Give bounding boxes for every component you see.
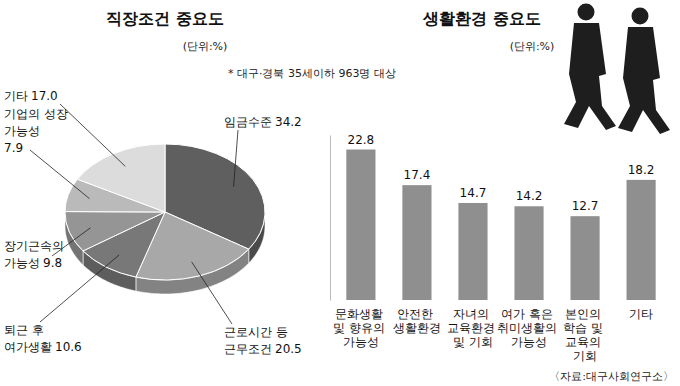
data-label: 14.2	[516, 189, 543, 203]
label-line: 및 향유의	[333, 321, 389, 335]
label-line: 가능성	[4, 124, 40, 138]
x-tick: 여가 혹은 취미생활의 가능성	[497, 307, 561, 349]
label-line: 학습 및	[563, 321, 607, 335]
x-tick-label: 문화생활 및 향유의 가능성	[333, 307, 389, 349]
data-label: 34.2	[275, 115, 302, 129]
illustration	[564, 4, 670, 135]
x-tick: 문화생활 및 향유의 가능성	[333, 307, 389, 349]
label-line: 본인의	[565, 307, 605, 321]
x-tick: 안전한 생활환경	[393, 307, 441, 335]
y-axis-line	[330, 136, 331, 301]
data-label: 7.9	[4, 141, 23, 155]
data-label: 17.0	[31, 89, 58, 103]
data-label: 17.4	[404, 168, 431, 182]
y-axis	[330, 136, 331, 301]
leader-line	[60, 104, 125, 166]
leader-line	[234, 130, 238, 187]
bar	[402, 185, 431, 300]
label-line: 기회	[573, 349, 597, 363]
x-axis: 문화생활 및 향유의 가능성안전한 생활환경자녀의 교육환경 및 기회여가 혹은…	[333, 305, 668, 364]
label-line: 및 기회	[453, 335, 493, 349]
data-label: 9.8	[43, 256, 62, 270]
figure-body	[618, 27, 670, 134]
x-axis-line	[335, 304, 669, 305]
label-line: 장기근속의	[4, 239, 68, 253]
label-line: 가능성	[511, 335, 547, 349]
label-line: 근로시간 등	[224, 325, 292, 339]
label-line: 가능성	[343, 335, 379, 349]
bar	[458, 203, 487, 300]
data-label: 12.7	[572, 199, 599, 213]
figure-head	[578, 4, 595, 21]
label-line: 임금수준	[224, 115, 272, 129]
label-line: 자녀의	[453, 307, 493, 321]
chart-title: 생활환경 중요도	[422, 9, 541, 28]
bar	[346, 150, 375, 300]
figure-head	[632, 8, 649, 25]
x-tick: 본인의 학습 및 교육의 기회	[563, 307, 607, 363]
category-label: 임금수준	[224, 115, 272, 129]
data-label: 14.7	[460, 186, 487, 200]
label-line: 여가생활	[4, 340, 52, 354]
data-label: 20.5	[275, 342, 302, 356]
label-line: 기업의 성장	[4, 107, 72, 121]
label-line: 취미생활의	[497, 321, 561, 335]
category-label: 장기근속의 가능성	[4, 239, 68, 270]
x-tick-label: 기타	[629, 307, 653, 321]
label-line: 기타	[4, 89, 28, 103]
bars	[346, 150, 655, 300]
category-label: 기업의 성장 가능성	[4, 107, 72, 138]
slice	[65, 212, 165, 251]
unit-label: (단위:%)	[510, 40, 555, 53]
bar	[514, 206, 543, 300]
data-label: 22.8	[348, 133, 375, 147]
leader-line	[30, 150, 90, 199]
bar	[570, 216, 599, 300]
label-line: 가능성	[4, 256, 40, 270]
slice-labels: 임금수준34.2 근로시간 등 근무조건20.5 퇴근 후 여가생활10.6 장기근속…	[4, 89, 302, 356]
category-label: 기타	[4, 89, 28, 103]
x-tick: 자녀의 교육환경 및 기회	[447, 307, 499, 349]
leader-line	[192, 262, 232, 324]
data-labels: 22.8 17.4 14.7 14.2 12.7 18.2	[348, 133, 655, 214]
annotation: 〈자료:대구사회연구소〉	[549, 370, 674, 383]
chart-title: 직장조건 중요도	[106, 9, 224, 28]
x-tick-label: 자녀의 교육환경 및 기회	[447, 307, 499, 349]
label-line: 근무조건	[224, 342, 272, 356]
x-tick-label: 본인의 학습 및 교육의 기회	[563, 307, 607, 363]
annotation: * 대구·경북 35세이하 963명 대상	[228, 67, 396, 80]
data-label: 10.6	[55, 340, 82, 354]
figure: 직장조건 중요도 (단위:%) * 대구·경북 35세이하 963명 대상임금수준3…	[0, 0, 680, 386]
x-tick-label: 안전한 생활환경	[393, 307, 441, 335]
label-line: 퇴근 후	[4, 323, 48, 337]
label-line: 생활환경	[393, 321, 441, 335]
leader-line	[40, 255, 119, 322]
label-line: 교육환경	[447, 321, 499, 335]
label-line: 기타	[629, 307, 653, 321]
label-line: 여가 혹은	[501, 307, 557, 321]
label-line: 교육의	[565, 335, 605, 349]
x-tick: 기타	[629, 307, 653, 321]
figure-body	[564, 23, 616, 130]
category-label: 퇴근 후 여가생활	[4, 323, 52, 354]
bar	[627, 180, 656, 300]
label-line: 문화생활	[335, 307, 387, 321]
unit-label: (단위:%)	[183, 40, 228, 53]
slice	[77, 144, 165, 212]
data-label: 18.2	[628, 163, 655, 177]
x-tick-label: 여가 혹은 취미생활의 가능성	[497, 307, 561, 349]
label-line: 안전한	[397, 307, 437, 321]
